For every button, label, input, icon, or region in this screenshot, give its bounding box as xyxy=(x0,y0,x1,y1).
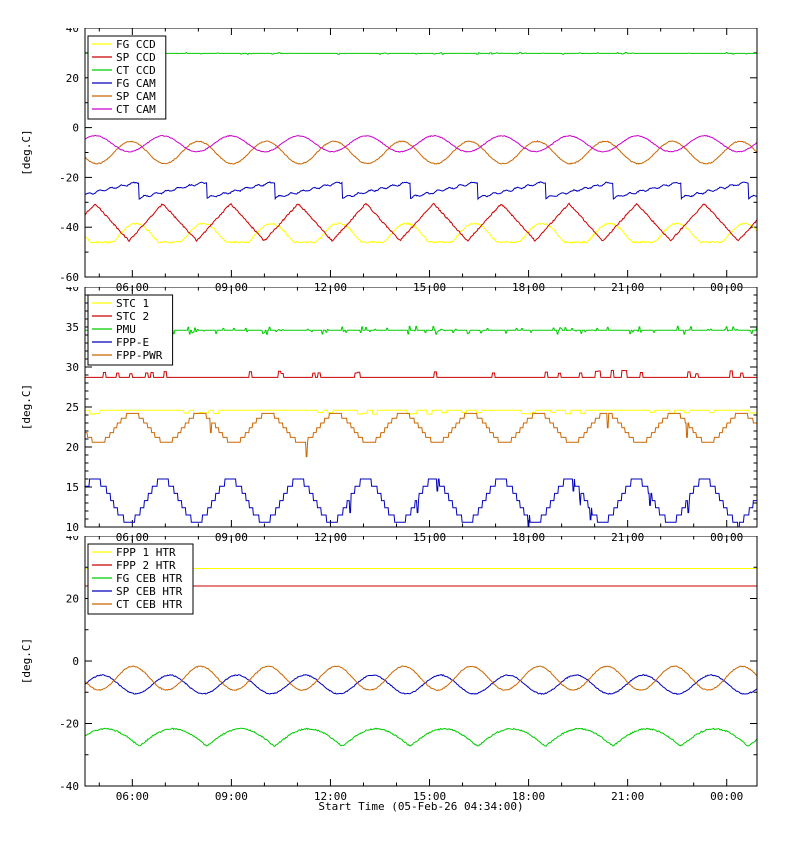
electronics-temperature-panel: 40 35 30 25 20 15 10 06:00 09:00 12:00 15:00 18:00 2… xyxy=(0,287,800,553)
plot-box xyxy=(84,536,758,787)
plot-box xyxy=(84,287,758,528)
y-tick-label: 0 xyxy=(72,122,79,135)
legend-label: FG CEB HTR xyxy=(116,572,183,585)
legend-label: SP CEB HTR xyxy=(116,585,183,598)
legend-label: CT CEB HTR xyxy=(116,598,183,611)
y-axis-ticks: 40 20 0 -20 -40 xyxy=(59,536,757,793)
legend-box xyxy=(87,294,174,366)
series-ct-ccd xyxy=(85,51,757,55)
heater-temperature-panel: 40 20 0 -20 -40 06:00 09:00 12:00 15:00 18:00 21:0… xyxy=(0,536,800,812)
series-pmu xyxy=(85,325,757,335)
panel-plot-2: 40 35 30 25 20 15 10 06:00 09:00 12:00 15:00 18:00 2… xyxy=(20,287,758,544)
y-axis-title: [deg.C] xyxy=(20,129,33,175)
plot-box xyxy=(84,28,758,278)
y-axis-ticks: 40 35 30 25 20 15 10 xyxy=(66,287,757,534)
x-tick-label: 21:00 xyxy=(611,790,644,803)
y-tick-label: -20 xyxy=(59,718,79,731)
y-tick-label: 10 xyxy=(66,521,79,534)
legend-label: SP CCD xyxy=(116,51,156,64)
y-tick-label: 30 xyxy=(66,361,79,374)
x-axis-ticks: 06:00 09:00 12:00 15:00 18:00 21:00 00:00 xyxy=(98,287,743,544)
series-fg-ceb-htr xyxy=(85,727,757,748)
legend-label: CT CCD xyxy=(116,64,156,77)
x-tick-label: 18:00 xyxy=(512,790,545,803)
x-axis-ticks: 06:00 09:00 12:00 15:00 18:00 21:00 00:00 xyxy=(98,536,743,803)
x-tick-label: 09:00 xyxy=(215,790,248,803)
y-tick-label: 25 xyxy=(66,401,79,414)
legend-label: FPP-E xyxy=(116,336,149,349)
y-tick-label: -20 xyxy=(59,171,79,184)
y-tick-label: 20 xyxy=(66,72,79,85)
series-fpp-e xyxy=(85,478,757,527)
legend-label: FG CAM xyxy=(116,77,156,90)
x-tick-label: 15:00 xyxy=(413,790,446,803)
series-lines xyxy=(85,325,757,527)
x-tick-label: 06:00 xyxy=(116,790,149,803)
series-lines xyxy=(85,51,757,244)
x-tick-label: 12:00 xyxy=(314,790,347,803)
series-fg-ccd xyxy=(85,222,757,244)
panel-plot-3: 40 20 0 -20 -40 06:00 09:00 12:00 15:00 18:00 21:0… xyxy=(20,536,758,803)
series-fg-cam xyxy=(85,181,757,201)
series-fpp-pwr xyxy=(85,412,757,458)
y-tick-label: 40 xyxy=(66,28,79,35)
y-axis-title: [deg.C] xyxy=(20,638,33,684)
y-tick-label: 40 xyxy=(66,287,79,294)
legend-label: FG CCD xyxy=(116,38,156,51)
series-stc-1 xyxy=(85,409,757,415)
x-axis-title: Start Time (05-Feb-26 04:34:00) xyxy=(318,800,524,813)
series-sp-ceb-htr xyxy=(85,674,757,695)
y-tick-label: -40 xyxy=(59,221,79,234)
x-tick-label: 00:00 xyxy=(710,790,743,803)
series-ct-ceb-htr xyxy=(85,665,757,692)
y-tick-label: 20 xyxy=(66,441,79,454)
legend-label: SP CAM xyxy=(116,90,156,103)
y-tick-label: 20 xyxy=(66,593,79,606)
legend-label: FPP 2 HTR xyxy=(116,559,176,572)
series-sp-cam xyxy=(85,140,757,165)
series-lines xyxy=(85,568,757,748)
y-tick-label: 0 xyxy=(72,655,79,668)
series-ct-cam xyxy=(85,134,757,153)
y-tick-label: 15 xyxy=(66,481,79,494)
y-axis-title: [deg.C] xyxy=(20,384,33,430)
legend-label: STC 2 xyxy=(116,310,149,323)
y-tick-label: 40 xyxy=(66,536,79,543)
series-stc-2 xyxy=(85,369,757,378)
y-tick-label: 35 xyxy=(66,321,79,334)
legend-box xyxy=(87,543,194,615)
y-tick-label: -40 xyxy=(59,780,79,793)
legend-label: CT CAM xyxy=(116,103,156,116)
series-sp-ccd xyxy=(85,202,757,243)
legend-label: STC 1 xyxy=(116,297,149,310)
legend-label: PMU xyxy=(116,323,136,336)
legend-label: FPP-PWR xyxy=(116,349,163,362)
legend-label: FPP 1 HTR xyxy=(116,546,176,559)
legend-box xyxy=(87,35,167,120)
ccd-cam-temperature-panel: 40 20 0 -20 -40 -60 06:00 09:00 12:00 15:00 18:00 2… xyxy=(0,28,800,302)
y-tick-label: -60 xyxy=(59,271,79,284)
